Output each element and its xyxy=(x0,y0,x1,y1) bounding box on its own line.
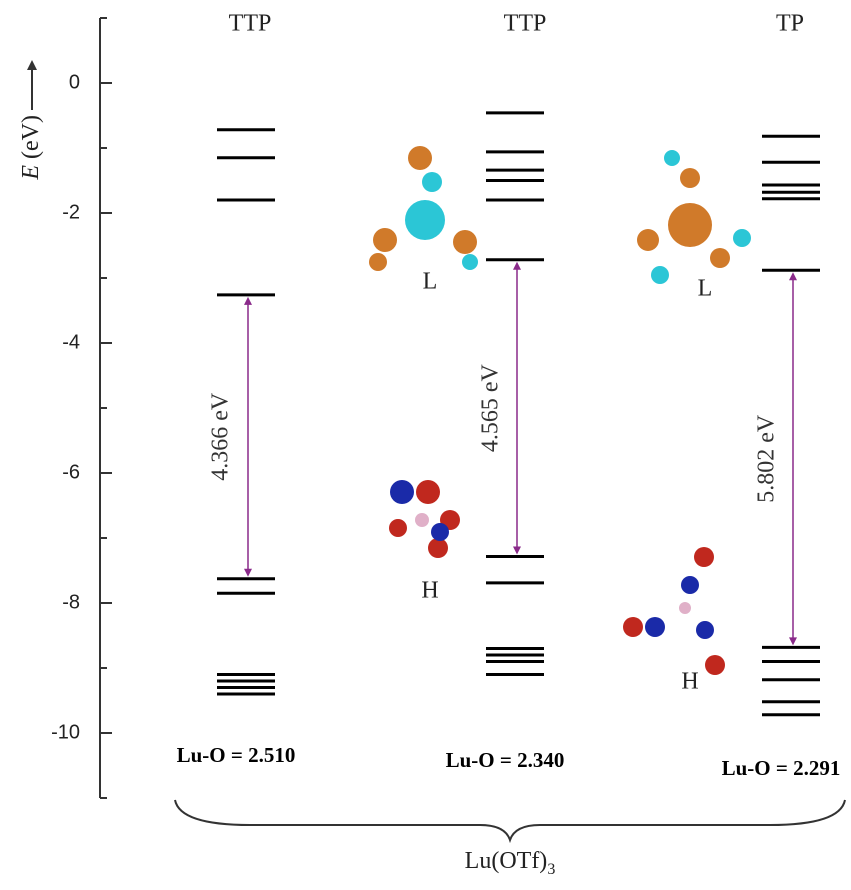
gap-arrowhead xyxy=(789,272,797,280)
y-tick-label: -8 xyxy=(62,591,80,613)
orbital-label: H xyxy=(421,578,438,604)
gap-label: 5.802 eV xyxy=(754,414,780,503)
gap-arrowhead xyxy=(244,569,252,577)
bond-label: Lu-O = 2.291 xyxy=(722,756,841,780)
gap-arrowhead xyxy=(789,637,797,645)
group-label-subscript: 3 xyxy=(547,861,555,878)
orbital-image xyxy=(623,547,725,675)
gap-arrowhead xyxy=(513,547,521,555)
orbital-image xyxy=(389,480,460,558)
y-label-unit: (eV) xyxy=(18,115,44,159)
y-axis-label: E (eV) xyxy=(18,60,44,181)
y-axis-label-text: E (eV) xyxy=(18,115,44,181)
y-tick-label: -6 xyxy=(62,461,80,483)
group-brace xyxy=(175,800,845,840)
gap-label: 4.565 eV xyxy=(478,364,504,453)
y-tick-label: -4 xyxy=(62,331,80,353)
group-label-text: Lu(OTf) xyxy=(465,848,548,874)
gap-arrowhead xyxy=(244,297,252,305)
y-label-symbol: E xyxy=(18,165,44,181)
chart: Lu(OTf)3 E (eV) 0 -2 -4 -6 -8 -10 TTP Lu-O = 2.5… xyxy=(0,0,851,890)
y-tick-label: -10 xyxy=(51,721,80,743)
orbital-image xyxy=(637,150,751,284)
orbital-label: H xyxy=(681,669,698,695)
bond-label: Lu-O = 2.340 xyxy=(446,748,565,772)
y-axis-label-arrowhead xyxy=(27,60,37,70)
column-header: TP xyxy=(776,11,804,37)
orbital-label: L xyxy=(698,276,713,302)
gap-arrowhead xyxy=(513,262,521,270)
y-tick-label: -2 xyxy=(62,201,80,223)
column-header: TTP xyxy=(229,11,272,37)
gap-label: 4.366 eV xyxy=(208,392,234,481)
y-tick-label: 0 xyxy=(69,71,80,93)
group-label: Lu(OTf)3 xyxy=(465,848,556,878)
bond-label: Lu-O = 2.510 xyxy=(177,743,296,767)
column-header: TTP xyxy=(504,11,547,37)
orbital-label: L xyxy=(423,269,438,295)
orbital-image xyxy=(369,146,478,271)
